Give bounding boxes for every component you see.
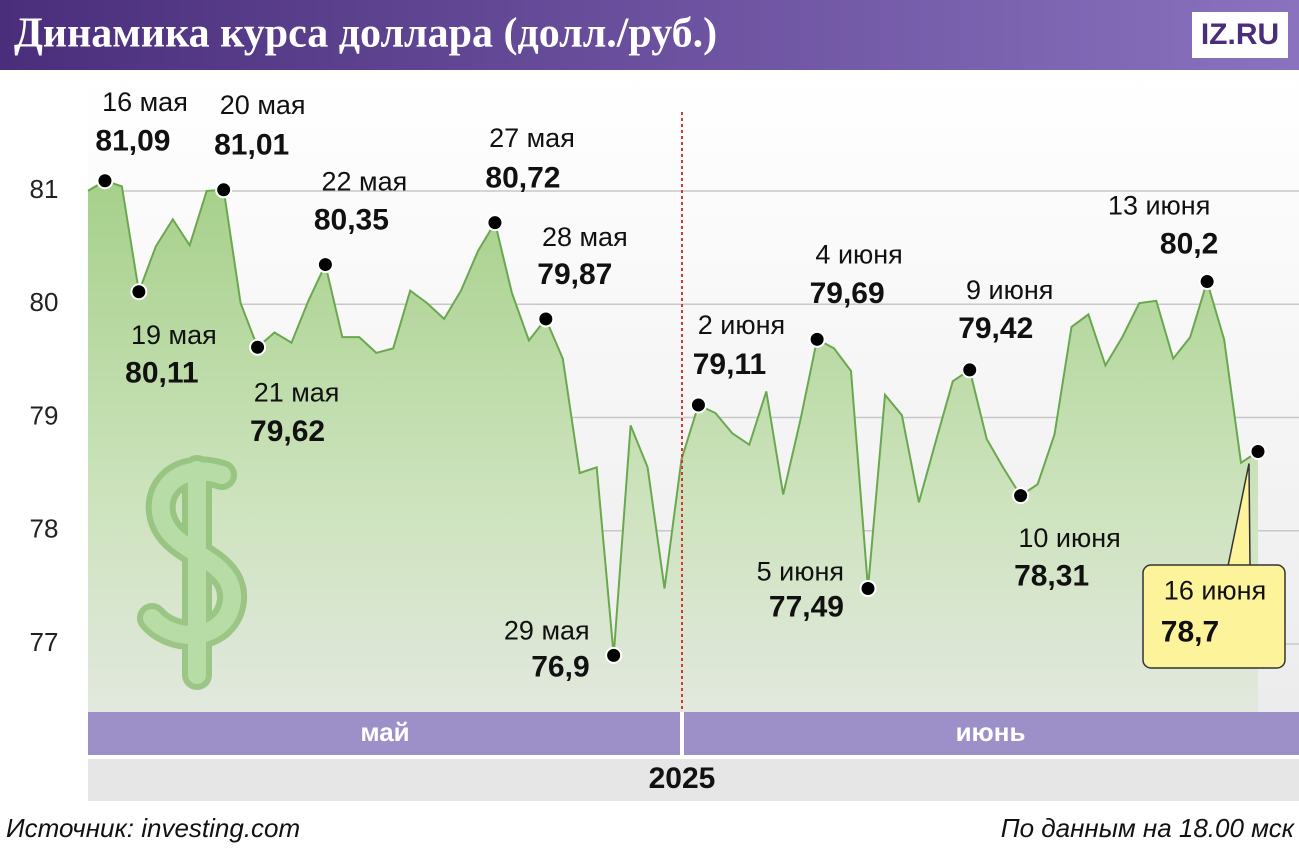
point [689, 396, 707, 414]
point [1249, 442, 1267, 460]
point-date: 9 июня [966, 275, 1053, 305]
point-date: 28 мая [542, 222, 628, 252]
point [215, 181, 233, 199]
point-value: 81,01 [214, 129, 289, 162]
y-tick-label: 77 [30, 627, 59, 657]
month-label: май [360, 717, 409, 747]
point [486, 214, 504, 232]
title-bar [0, 0, 1299, 70]
point-value: 79,42 [958, 312, 1033, 345]
point-date: 5 июня [757, 557, 844, 587]
point [537, 310, 555, 328]
y-tick-label: 80 [30, 287, 59, 317]
point [1012, 487, 1030, 505]
point [605, 646, 623, 664]
month-label: июнь [956, 717, 1026, 747]
point [808, 330, 826, 348]
point-date: 20 мая [220, 90, 306, 120]
line [87, 179, 1259, 656]
month-band [88, 712, 680, 755]
note: По данным на 18.00 мск [1001, 813, 1296, 843]
point-value: 80,2 [1160, 227, 1218, 260]
point-date: 13 июня [1108, 191, 1210, 221]
point-value: 80,11 [125, 357, 198, 390]
point-value: 80,35 [314, 203, 389, 236]
area [88, 180, 1258, 712]
year-label: 2025 [649, 762, 716, 795]
point [1198, 273, 1216, 291]
point-value: 78,7 [1161, 615, 1219, 648]
point [96, 172, 114, 190]
point-value: 81,09 [95, 125, 170, 158]
point-value: 76,9 [531, 650, 589, 683]
logo: IZ.RU [1201, 18, 1279, 51]
point-date: 10 июня [1018, 523, 1120, 553]
point-date: 2 июня [698, 310, 785, 340]
y-tick-label: 79 [30, 400, 59, 430]
logo-box [1192, 12, 1288, 58]
point [961, 361, 979, 379]
point-date: 4 июня [815, 239, 902, 269]
point-value: 79,62 [250, 415, 325, 448]
point-value: 78,31 [1014, 560, 1089, 593]
y-tick-label: 78 [30, 514, 59, 544]
point-value: 79,69 [810, 277, 885, 310]
point [316, 256, 334, 274]
point-date: 16 мая [102, 87, 188, 117]
source: Источник: investing.com [6, 813, 300, 843]
point-date: 21 мая [254, 377, 340, 407]
year-band [88, 759, 1299, 801]
y-tick-label: 81 [30, 174, 59, 204]
point-date: 27 мая [489, 123, 575, 153]
point [130, 283, 148, 301]
point-date: 22 мая [322, 167, 408, 197]
point-value: 79,11 [693, 348, 766, 381]
point [249, 338, 267, 356]
month-band [684, 712, 1299, 755]
point-value: 80,72 [485, 162, 560, 195]
point-value: 79,87 [537, 258, 612, 291]
dollar-icon-inner [143, 461, 241, 684]
point-value: 77,49 [769, 590, 844, 623]
point-date: 16 июня [1164, 576, 1266, 606]
chart-title: Динамика курса доллара (долл./руб.) [14, 11, 717, 57]
callout-box [1142, 564, 1286, 669]
point [859, 580, 877, 598]
point-date: 19 мая [131, 320, 217, 350]
point-date: 29 мая [504, 615, 590, 645]
